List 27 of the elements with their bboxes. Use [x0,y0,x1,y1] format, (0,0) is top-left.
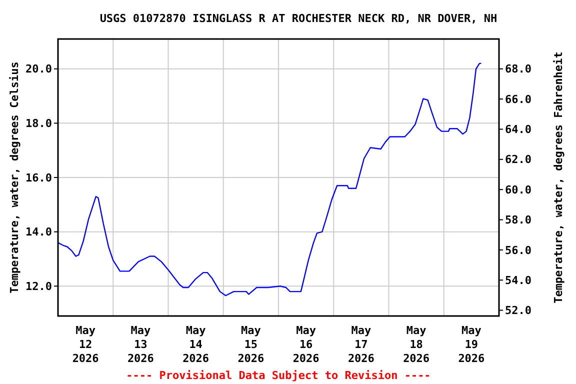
x-tick-label: May 16 2026 [292,324,320,365]
y2-tick-label: 56.0 [505,244,532,257]
x-tick-label: May 19 2026 [458,324,486,365]
x-tick-label: May 12 2026 [72,324,100,365]
y-tick-label: 18.0 [26,117,52,130]
y-tick-label: 16.0 [26,171,52,184]
y-tick-label: 12.0 [26,280,52,293]
y2-tick-label: 54.0 [505,274,532,287]
x-tick-label: May 13 2026 [127,324,154,365]
y-tick-label: 20.0 [26,62,52,76]
chart-title: USGS 01072870 ISINGLASS R AT ROCHESTER NECK RD, NR DOVER, NH [100,12,498,25]
x-tick-label: May 18 2026 [403,324,430,365]
y-axis-title: Temperature, water, degrees Celsius [8,62,21,294]
x-tick-label: May 15 2026 [238,324,265,365]
y-tick-label: 14.0 [26,226,52,239]
x-tick-label: May 17 2026 [348,324,375,365]
x-tick-label: May 14 2026 [182,324,210,365]
y2-tick-label: 60.0 [505,183,532,196]
text: ---- Provisional Data Subject to Revision ---- [126,369,431,382]
y2-tick-label: 64.0 [505,123,532,136]
y2-axis-title: Temperature, water, degrees Fahrenheit [552,52,565,304]
y2-tick-label: 62.0 [505,153,532,166]
y2-tick-label: 52.0 [505,304,532,318]
y2-tick-label: 68.0 [505,62,532,76]
y2-tick-label: 58.0 [505,214,532,227]
y2-tick-label: 66.0 [505,92,532,106]
line-series [57,62,482,296]
